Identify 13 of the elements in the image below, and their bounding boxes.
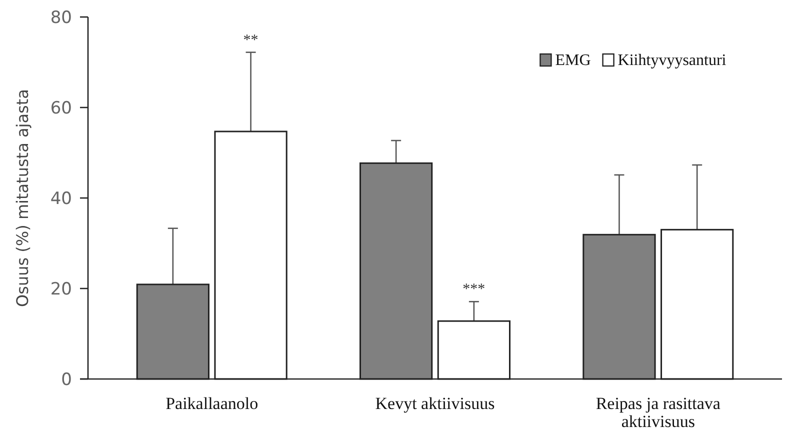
legend-label: Kiihtyvyysanturi: [618, 52, 727, 69]
y-tick-label: 80: [50, 8, 72, 28]
x-tick-label: Kevyt aktiivisuus: [375, 394, 495, 413]
x-tick-label: Reipas ja rasittava aktiivisuus: [596, 394, 721, 431]
y-tick-label: 40: [50, 188, 72, 209]
annotation: **: [243, 32, 258, 48]
legend-label: EMG: [555, 52, 592, 69]
y-tick-label: 60: [50, 98, 72, 118]
x-tick-label: Paikallaanolo: [166, 394, 258, 413]
y-axis-title: Osuus (%) mitatusta ajasta: [13, 89, 32, 307]
y-tick-label: 20: [50, 279, 72, 300]
annotation: ***: [462, 282, 486, 298]
y-tick-label: 0: [61, 370, 72, 390]
